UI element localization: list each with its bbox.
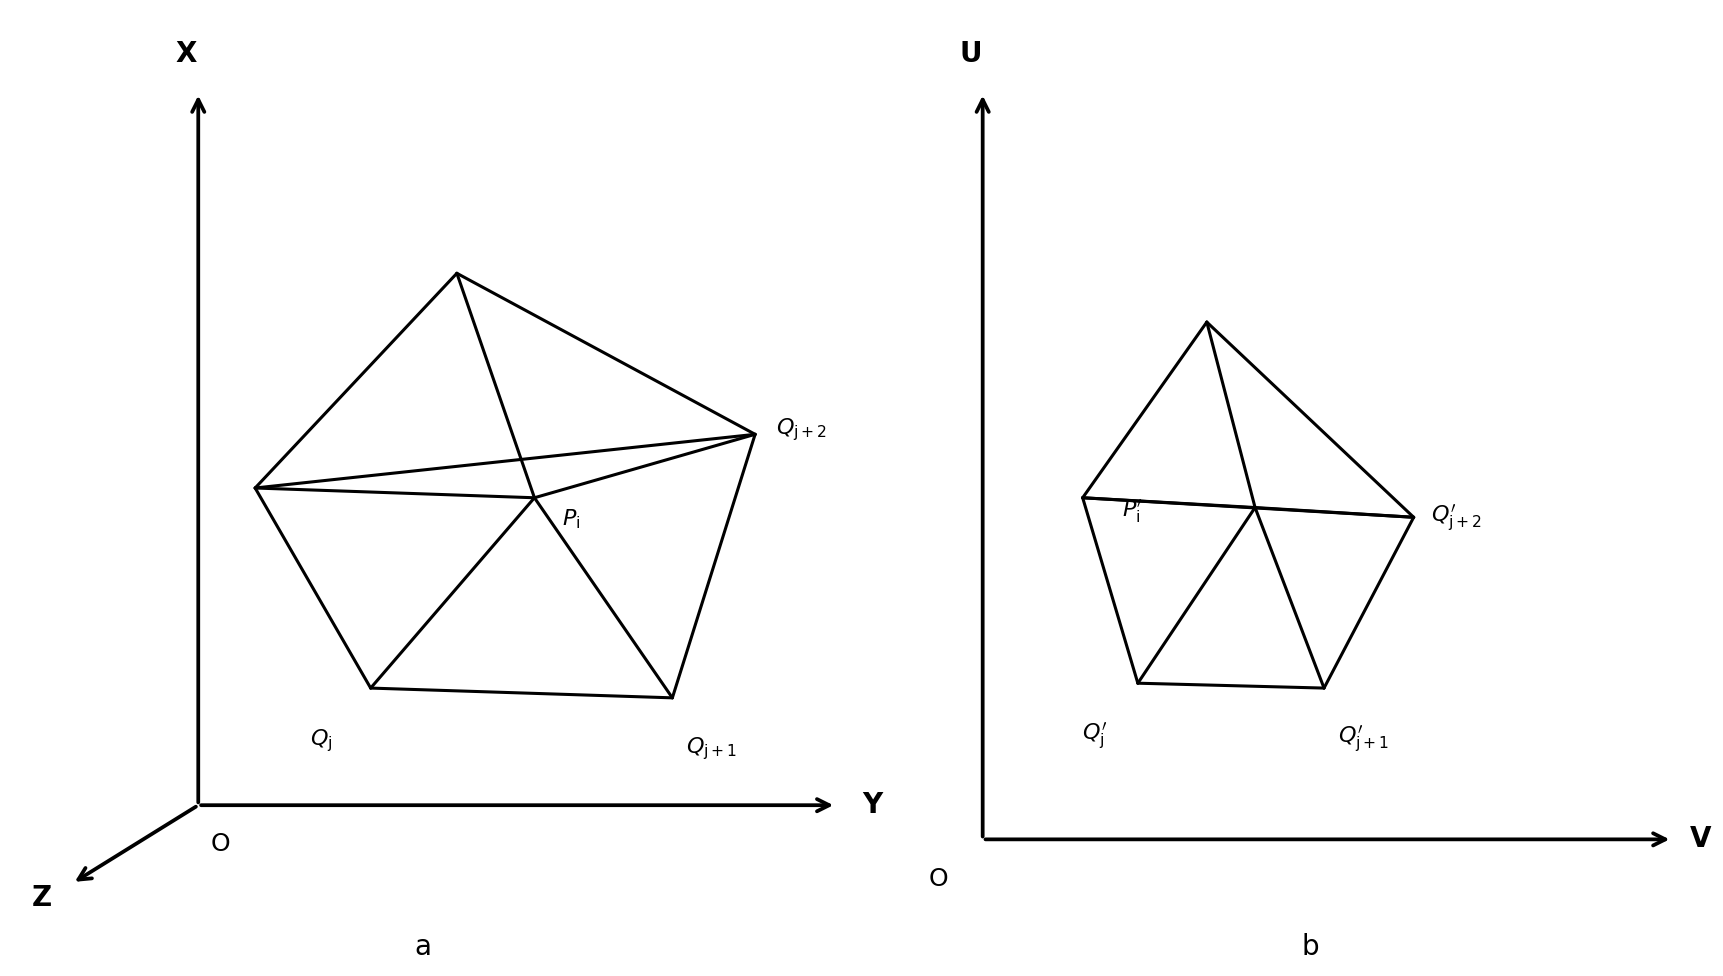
Text: Z: Z <box>31 884 52 912</box>
Text: b: b <box>1301 933 1318 960</box>
Text: O: O <box>210 832 229 856</box>
Text: Y: Y <box>862 792 882 819</box>
Text: $Q^{\prime}_{\mathrm{j+2}}$: $Q^{\prime}_{\mathrm{j+2}}$ <box>1430 502 1482 533</box>
Text: $P^{\prime}_{\mathrm{i}}$: $P^{\prime}_{\mathrm{i}}$ <box>1122 498 1142 525</box>
Text: X: X <box>176 40 196 68</box>
Text: U: U <box>958 40 982 68</box>
Text: $Q_{\mathrm{j+2}}$: $Q_{\mathrm{j+2}}$ <box>775 416 827 443</box>
Text: V: V <box>1689 826 1709 853</box>
Text: $P_{\mathrm{i}}$: $P_{\mathrm{i}}$ <box>562 508 581 531</box>
Text: $Q^{\prime}_{\mathrm{j+1}}$: $Q^{\prime}_{\mathrm{j+1}}$ <box>1337 723 1389 753</box>
Text: $Q_{\mathrm{j}}$: $Q_{\mathrm{j}}$ <box>310 727 333 753</box>
Text: O: O <box>929 867 948 891</box>
Text: $Q_{\mathrm{j+1}}$: $Q_{\mathrm{j+1}}$ <box>686 735 737 761</box>
Text: $Q^{\prime}_{\mathrm{j}}$: $Q^{\prime}_{\mathrm{j}}$ <box>1080 720 1106 751</box>
Text: a: a <box>414 933 431 960</box>
